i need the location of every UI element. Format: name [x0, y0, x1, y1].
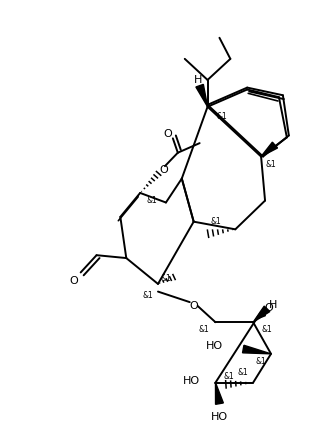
Text: &1: &1	[256, 357, 266, 366]
Text: &1: &1	[216, 112, 227, 121]
Text: &1: &1	[143, 291, 154, 300]
Polygon shape	[216, 383, 223, 404]
Text: O: O	[70, 276, 78, 286]
Text: O: O	[164, 128, 172, 139]
Text: &1: &1	[161, 274, 171, 282]
Text: &1: &1	[266, 160, 276, 169]
Text: &1: &1	[210, 217, 221, 226]
Polygon shape	[253, 306, 270, 322]
Polygon shape	[196, 84, 208, 107]
Text: O: O	[189, 301, 198, 311]
Text: O: O	[160, 165, 168, 175]
Text: O: O	[264, 303, 273, 313]
Text: HO: HO	[206, 341, 223, 351]
Text: HO: HO	[211, 412, 228, 421]
Text: &1: &1	[224, 372, 235, 381]
Text: H: H	[269, 300, 277, 310]
Text: &1: &1	[262, 325, 272, 334]
Text: &1: &1	[198, 325, 209, 334]
Text: H: H	[193, 75, 202, 85]
Polygon shape	[243, 345, 271, 354]
Text: HO: HO	[183, 376, 200, 386]
Text: &1: &1	[238, 368, 249, 378]
Polygon shape	[261, 142, 277, 157]
Text: &1: &1	[147, 196, 157, 205]
